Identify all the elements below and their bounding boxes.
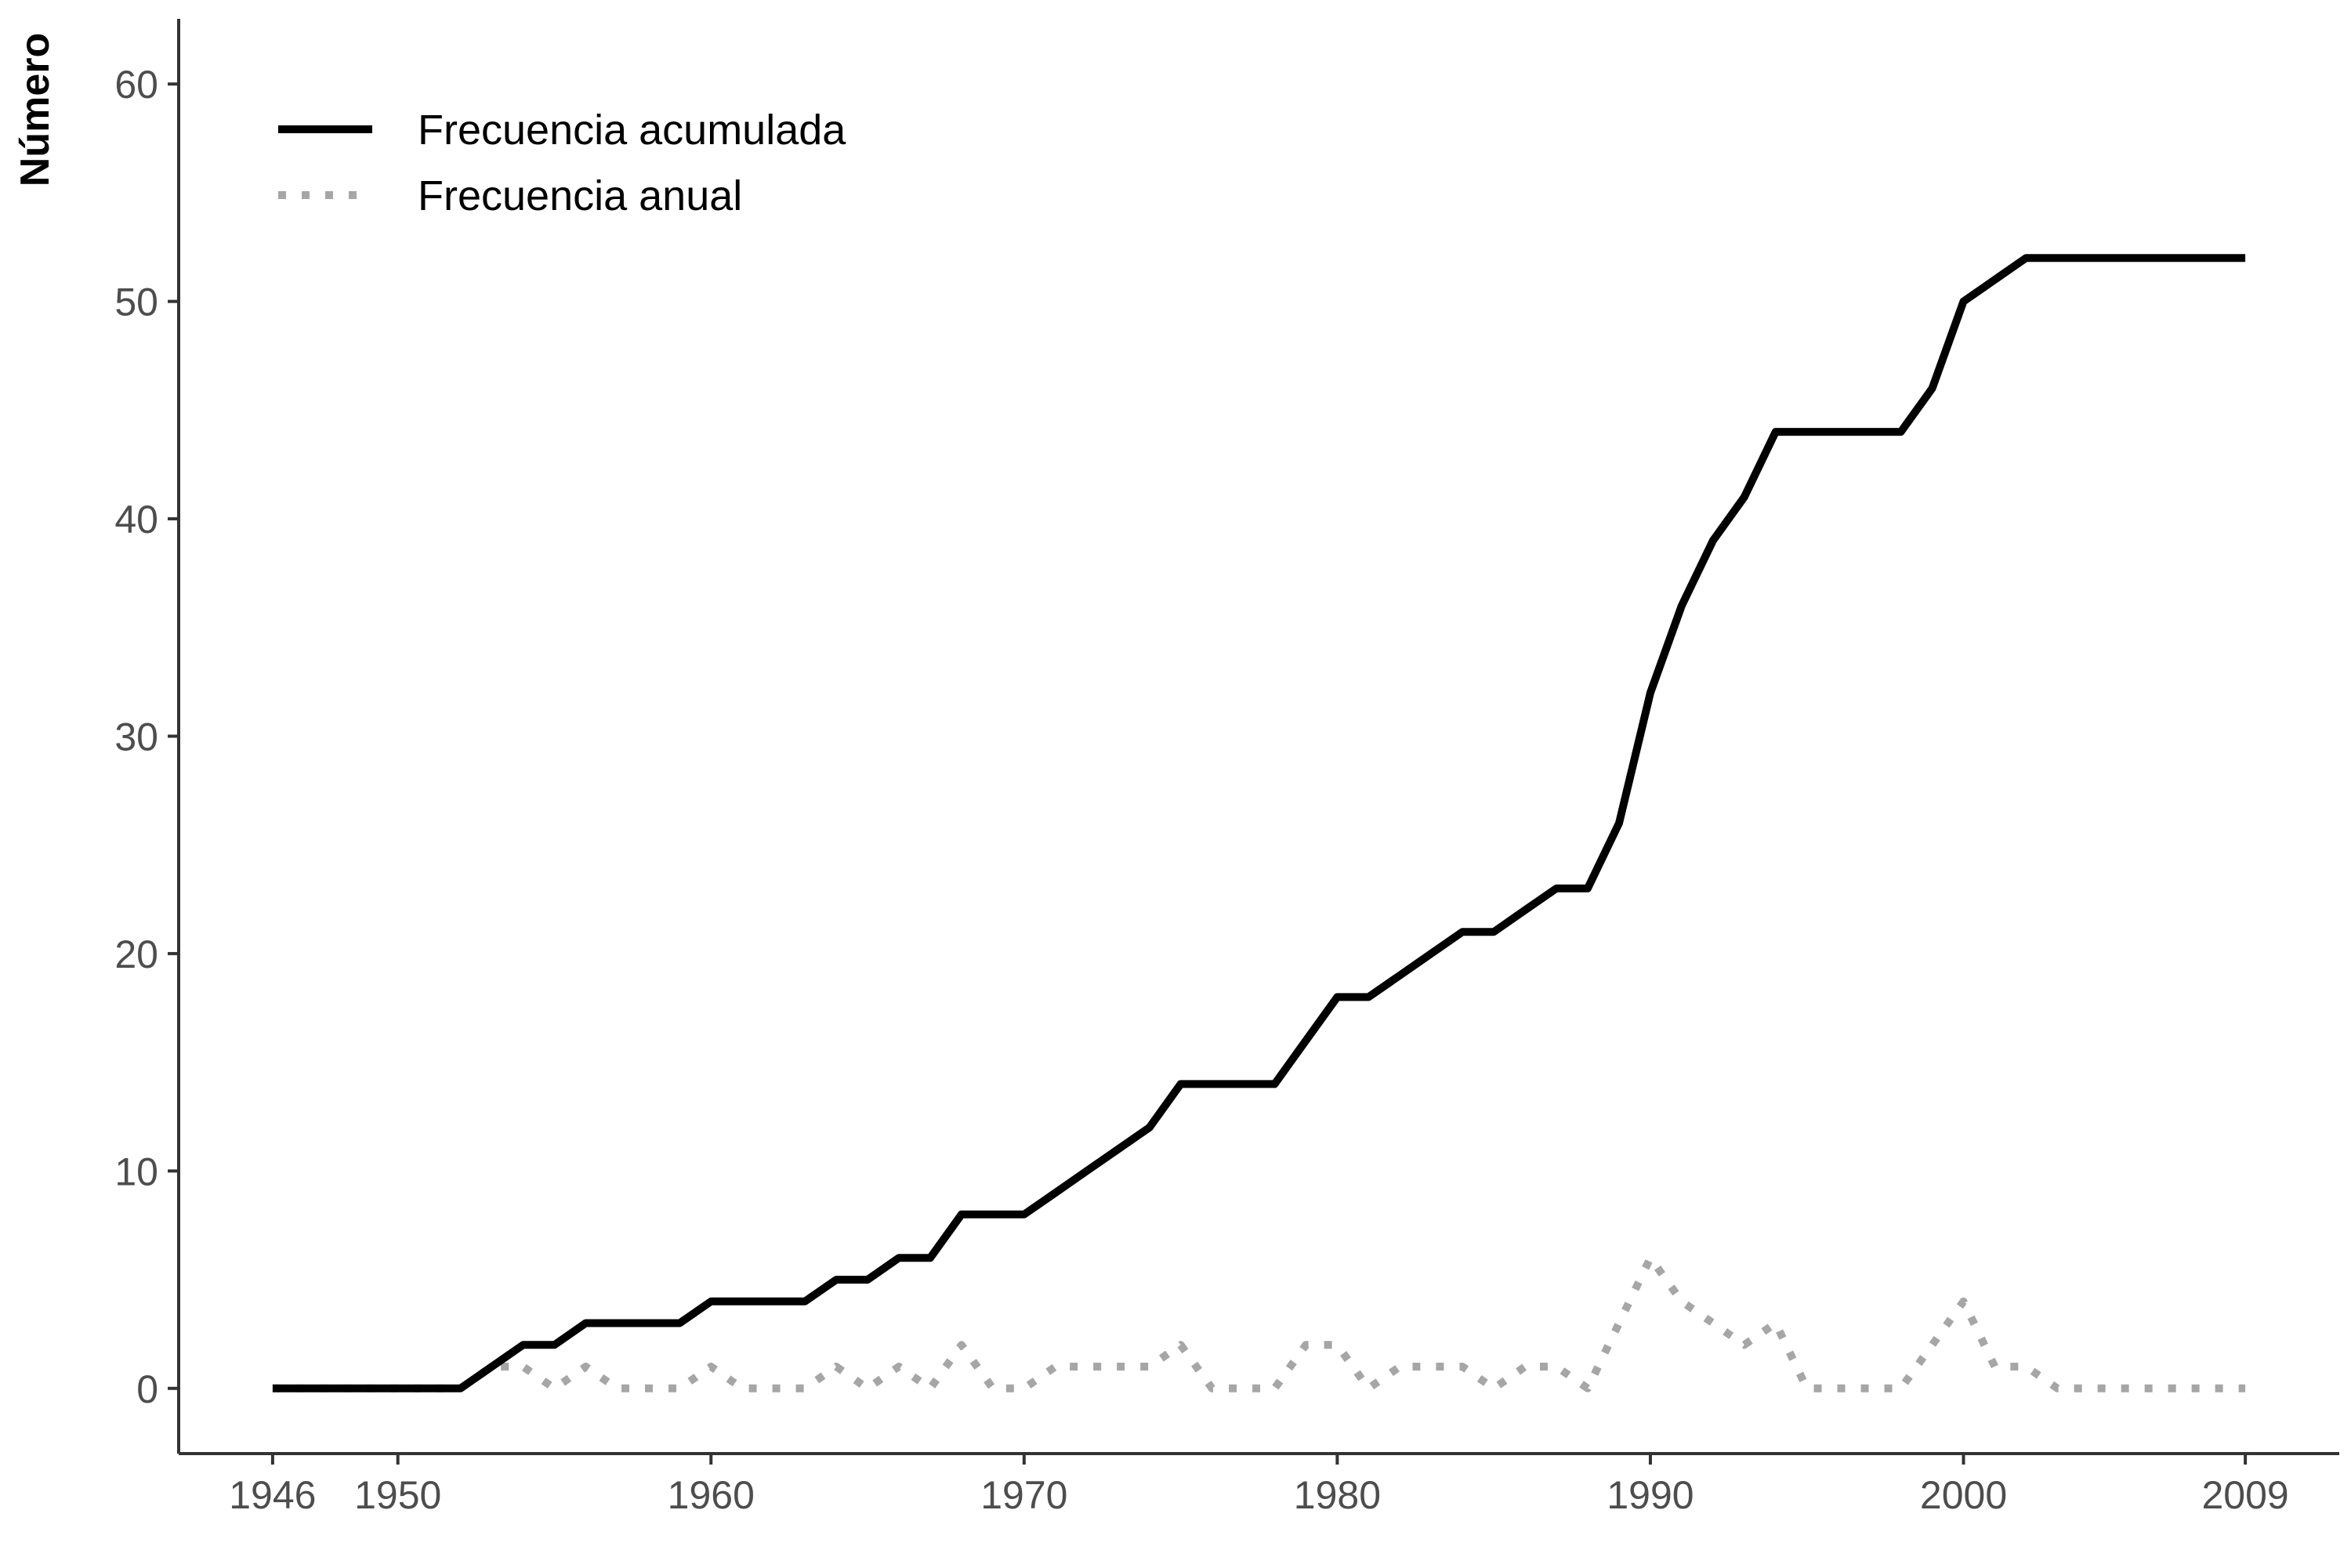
series-layer xyxy=(272,254,2246,1392)
x-tick-label: 1946 xyxy=(229,1473,316,1517)
x-tick-label: 1950 xyxy=(354,1473,441,1517)
series-line-frecuencia-anual xyxy=(272,1254,2246,1392)
x-tick-label: 1960 xyxy=(668,1473,755,1517)
y-tick-label: 60 xyxy=(114,63,158,107)
series-line-frecuencia-acumulada xyxy=(272,254,2246,1392)
legend: Frecuencia acumulada Frecuencia anual xyxy=(278,107,846,219)
legend-label: Frecuencia anual xyxy=(418,172,742,219)
y-tick-label: 0 xyxy=(136,1367,158,1411)
x-tick-label: 2000 xyxy=(1920,1473,2007,1517)
y-tick-label: 20 xyxy=(114,932,158,976)
x-tick-label: 1990 xyxy=(1607,1473,1694,1517)
x-tick-label: 1980 xyxy=(1294,1473,1381,1517)
y-axis-title: Número xyxy=(13,33,58,186)
y-tick-label: 40 xyxy=(114,498,158,541)
y-tick-label: 10 xyxy=(114,1150,158,1193)
axes: 0 10 20 30 40 50 60 1946 1950 1960 1970 1980 1990 200… xyxy=(114,19,2339,1517)
y-tick-label: 50 xyxy=(114,281,158,324)
x-tick-label: 2009 xyxy=(2202,1473,2289,1517)
y-tick-label: 30 xyxy=(114,715,158,759)
legend-label: Frecuencia acumulada xyxy=(418,107,846,154)
x-tick-label: 1970 xyxy=(980,1473,1067,1517)
